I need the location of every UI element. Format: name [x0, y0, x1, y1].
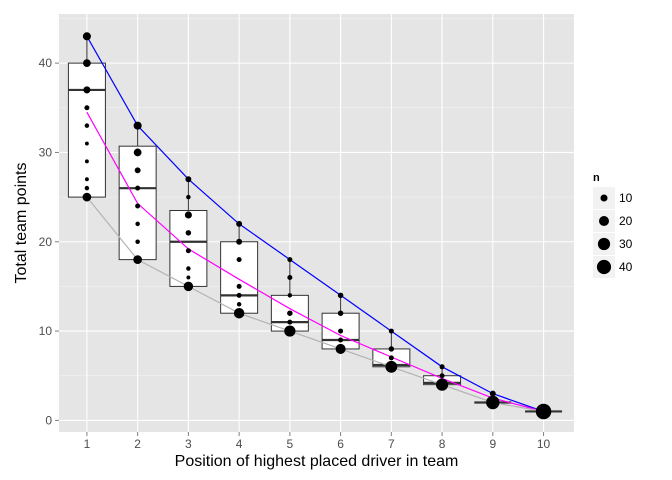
- x-tick-label: 8: [439, 437, 446, 451]
- data-point: [236, 238, 243, 245]
- data-point: [184, 211, 192, 219]
- data-point: [236, 292, 242, 298]
- x-tick-label: 9: [489, 437, 496, 451]
- data-point: [287, 257, 293, 263]
- legend-label-10: 10: [619, 191, 633, 205]
- legend-title: n: [593, 172, 600, 184]
- data-point: [337, 292, 344, 299]
- data-point: [236, 257, 242, 263]
- data-point: [186, 266, 191, 271]
- boxplots: [67, 36, 563, 413]
- data-point: [185, 230, 192, 236]
- y-tick-label: 10: [39, 324, 53, 338]
- data-point: [338, 337, 344, 343]
- data-points: [82, 32, 552, 420]
- data-point: [186, 275, 191, 280]
- data-point: [287, 293, 293, 298]
- x-tick-label: 10: [537, 437, 551, 451]
- data-point: [135, 185, 141, 191]
- data-point: [84, 185, 90, 191]
- data-point: [236, 220, 243, 227]
- legend: n 10 20 30 40: [593, 172, 633, 278]
- y-tick-label: 30: [39, 145, 53, 159]
- data-point: [183, 281, 194, 292]
- data-point: [135, 203, 141, 209]
- data-point: [133, 255, 142, 264]
- legend-key-40: [596, 259, 612, 275]
- data-point: [439, 364, 445, 370]
- data-point: [486, 395, 500, 410]
- data-point: [233, 307, 245, 319]
- data-point: [135, 239, 140, 244]
- data-point: [84, 159, 89, 164]
- data-point: [134, 167, 141, 174]
- data-point: [388, 355, 394, 361]
- data-point: [185, 248, 191, 254]
- data-point: [338, 328, 344, 334]
- y-tick-label: 40: [39, 56, 53, 70]
- data-point: [84, 105, 90, 111]
- data-point: [186, 194, 191, 200]
- x-tick-label: 5: [287, 437, 294, 451]
- data-point: [439, 373, 445, 379]
- legend-key-20: [598, 215, 610, 227]
- data-point: [82, 192, 92, 202]
- y-axis-title: Total team points: [13, 163, 30, 284]
- legend-label-30: 30: [619, 237, 633, 251]
- y-tick-label: 0: [45, 413, 52, 427]
- data-point: [133, 121, 142, 130]
- data-point: [236, 283, 242, 289]
- x-tick-label: 7: [388, 437, 395, 451]
- x-tick-label: 1: [84, 437, 91, 451]
- data-point: [82, 32, 91, 41]
- data-point: [84, 141, 89, 146]
- legend-label-20: 20: [619, 214, 633, 228]
- x-axis-title: Position of highest placed driver in tea…: [175, 453, 459, 470]
- data-point: [135, 221, 140, 227]
- data-point: [388, 328, 394, 334]
- trend-line-0: [86, 36, 544, 413]
- y-axis: 0 10 20 30 40: [39, 56, 59, 427]
- y-tick-label: 20: [39, 235, 53, 249]
- box: [67, 62, 106, 198]
- trend-line-2: [86, 196, 544, 413]
- trend-line-1: [86, 111, 544, 413]
- data-point: [337, 310, 344, 316]
- data-point: [435, 378, 449, 391]
- data-point: [84, 123, 90, 128]
- data-point: [535, 403, 552, 420]
- data-point: [84, 177, 89, 182]
- data-point: [83, 86, 91, 94]
- x-tick-label: 3: [185, 437, 192, 451]
- x-tick-label: 6: [337, 437, 344, 451]
- x-tick-label: 2: [134, 437, 141, 451]
- data-point: [133, 148, 142, 157]
- data-point: [287, 319, 293, 325]
- data-point: [236, 302, 242, 307]
- legend-label-40: 40: [619, 260, 633, 274]
- data-point: [287, 274, 293, 280]
- data-point: [287, 310, 293, 316]
- data-point: [284, 325, 296, 337]
- legend-key-30: [597, 237, 611, 251]
- data-point: [385, 360, 398, 373]
- trend-lines: [86, 36, 544, 413]
- data-point: [185, 176, 192, 183]
- legend-key-10: [600, 194, 608, 202]
- data-point: [83, 59, 91, 68]
- data-point: [335, 343, 346, 354]
- x-axis: 1 2 3 4 5 6 7 8 9 10: [84, 432, 551, 451]
- data-point: [489, 390, 496, 397]
- data-point: [388, 346, 395, 352]
- x-tick-label: 4: [236, 437, 243, 451]
